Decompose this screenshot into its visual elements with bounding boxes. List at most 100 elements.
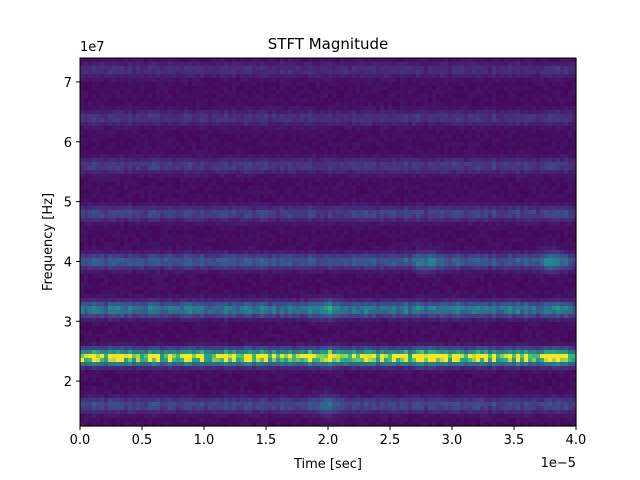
- heatmap-cell: [248, 186, 253, 191]
- heatmap-cell: [360, 146, 365, 151]
- heatmap-cell: [300, 174, 305, 179]
- heatmap-cell: [300, 126, 305, 131]
- heatmap-cell: [436, 146, 441, 151]
- heatmap-cell: [300, 142, 305, 147]
- heatmap-cell: [116, 150, 121, 155]
- heatmap-cell: [352, 146, 357, 151]
- heatmap-cell: [536, 198, 541, 203]
- heatmap-cell: [340, 94, 345, 99]
- heatmap-cell: [256, 170, 261, 175]
- heatmap-cell: [480, 126, 485, 131]
- heatmap-cell: [448, 82, 453, 87]
- heatmap-cell: [464, 194, 469, 199]
- heatmap-cell: [180, 174, 185, 179]
- heatmap-cell: [168, 218, 173, 223]
- heatmap-cell: [556, 214, 561, 219]
- heatmap-cell: [296, 114, 301, 119]
- heatmap-cell: [432, 122, 437, 127]
- heatmap-cell: [84, 150, 89, 155]
- heatmap-cell: [244, 66, 249, 71]
- heatmap-cell: [468, 150, 473, 155]
- heatmap-cell: [188, 174, 193, 179]
- heatmap-cell: [84, 190, 89, 195]
- heatmap-cell: [564, 106, 569, 111]
- heatmap-cell: [428, 114, 433, 119]
- heatmap-cell: [224, 142, 229, 147]
- heatmap-cell: [356, 66, 361, 71]
- heatmap-cell: [356, 118, 361, 123]
- heatmap-cell: [156, 186, 161, 191]
- heatmap-cell: [108, 102, 113, 107]
- heatmap-cell: [528, 178, 533, 183]
- heatmap-cell: [556, 182, 561, 187]
- heatmap-cell: [512, 158, 517, 163]
- heatmap-cell: [532, 86, 537, 91]
- heatmap-cell: [248, 206, 253, 211]
- heatmap-cell: [552, 122, 557, 127]
- heatmap-cell: [332, 58, 337, 63]
- heatmap-cell: [512, 174, 517, 179]
- heatmap-cell: [572, 162, 577, 167]
- heatmap-cell: [132, 82, 137, 87]
- heatmap-cell: [388, 134, 393, 139]
- heatmap-cell: [268, 62, 273, 67]
- heatmap-cell: [484, 62, 489, 67]
- heatmap-cell: [136, 114, 141, 119]
- heatmap-cell: [460, 178, 465, 183]
- heatmap-cell: [372, 174, 377, 179]
- heatmap-cell: [148, 206, 153, 211]
- heatmap-cell: [204, 74, 209, 79]
- heatmap-cell: [180, 150, 185, 155]
- heatmap-cell: [144, 206, 149, 211]
- heatmap-cell: [228, 170, 233, 175]
- heatmap-cell: [188, 110, 193, 115]
- heatmap-cell: [108, 206, 113, 211]
- heatmap-cell: [340, 78, 345, 83]
- heatmap-cell: [560, 158, 565, 163]
- heatmap-cell: [156, 98, 161, 103]
- heatmap-cell: [560, 118, 565, 123]
- heatmap-cell: [356, 182, 361, 187]
- heatmap-cell: [500, 210, 505, 215]
- heatmap-cell: [332, 130, 337, 135]
- heatmap-cell: [364, 126, 369, 131]
- heatmap-cell: [224, 146, 229, 151]
- heatmap-cell: [436, 86, 441, 91]
- heatmap-cell: [208, 106, 213, 111]
- heatmap-cell: [388, 90, 393, 95]
- heatmap-cell: [188, 178, 193, 183]
- heatmap-cell: [96, 186, 101, 191]
- heatmap-cell: [292, 146, 297, 151]
- heatmap-cell: [188, 98, 193, 103]
- heatmap-cell: [408, 70, 413, 75]
- heatmap-cell: [392, 122, 397, 127]
- heatmap-cell: [556, 150, 561, 155]
- heatmap-cell: [564, 110, 569, 115]
- heatmap-cell: [232, 86, 237, 91]
- heatmap-cell: [88, 106, 93, 111]
- heatmap-cell: [500, 106, 505, 111]
- heatmap-cell: [184, 218, 189, 223]
- heatmap-cell: [544, 146, 549, 151]
- heatmap-cell: [128, 202, 133, 207]
- heatmap-cell: [88, 186, 93, 191]
- heatmap-cell: [508, 102, 513, 107]
- heatmap-cell: [320, 162, 325, 167]
- heatmap-cell: [292, 210, 297, 215]
- heatmap-cell: [312, 66, 317, 71]
- heatmap-cell: [560, 58, 565, 63]
- heatmap-cell: [188, 162, 193, 167]
- heatmap-cell: [392, 194, 397, 199]
- heatmap-cell: [552, 58, 557, 63]
- heatmap-cell: [164, 154, 169, 159]
- heatmap-cell: [216, 94, 221, 99]
- heatmap-cell: [468, 82, 473, 87]
- heatmap-cell: [232, 110, 237, 115]
- heatmap-cell: [228, 158, 233, 163]
- heatmap-cell: [380, 106, 385, 111]
- heatmap-cell: [132, 214, 137, 219]
- heatmap-cell: [144, 170, 149, 175]
- heatmap-cell: [108, 130, 113, 135]
- heatmap-cell: [384, 142, 389, 147]
- heatmap-cell: [376, 58, 381, 63]
